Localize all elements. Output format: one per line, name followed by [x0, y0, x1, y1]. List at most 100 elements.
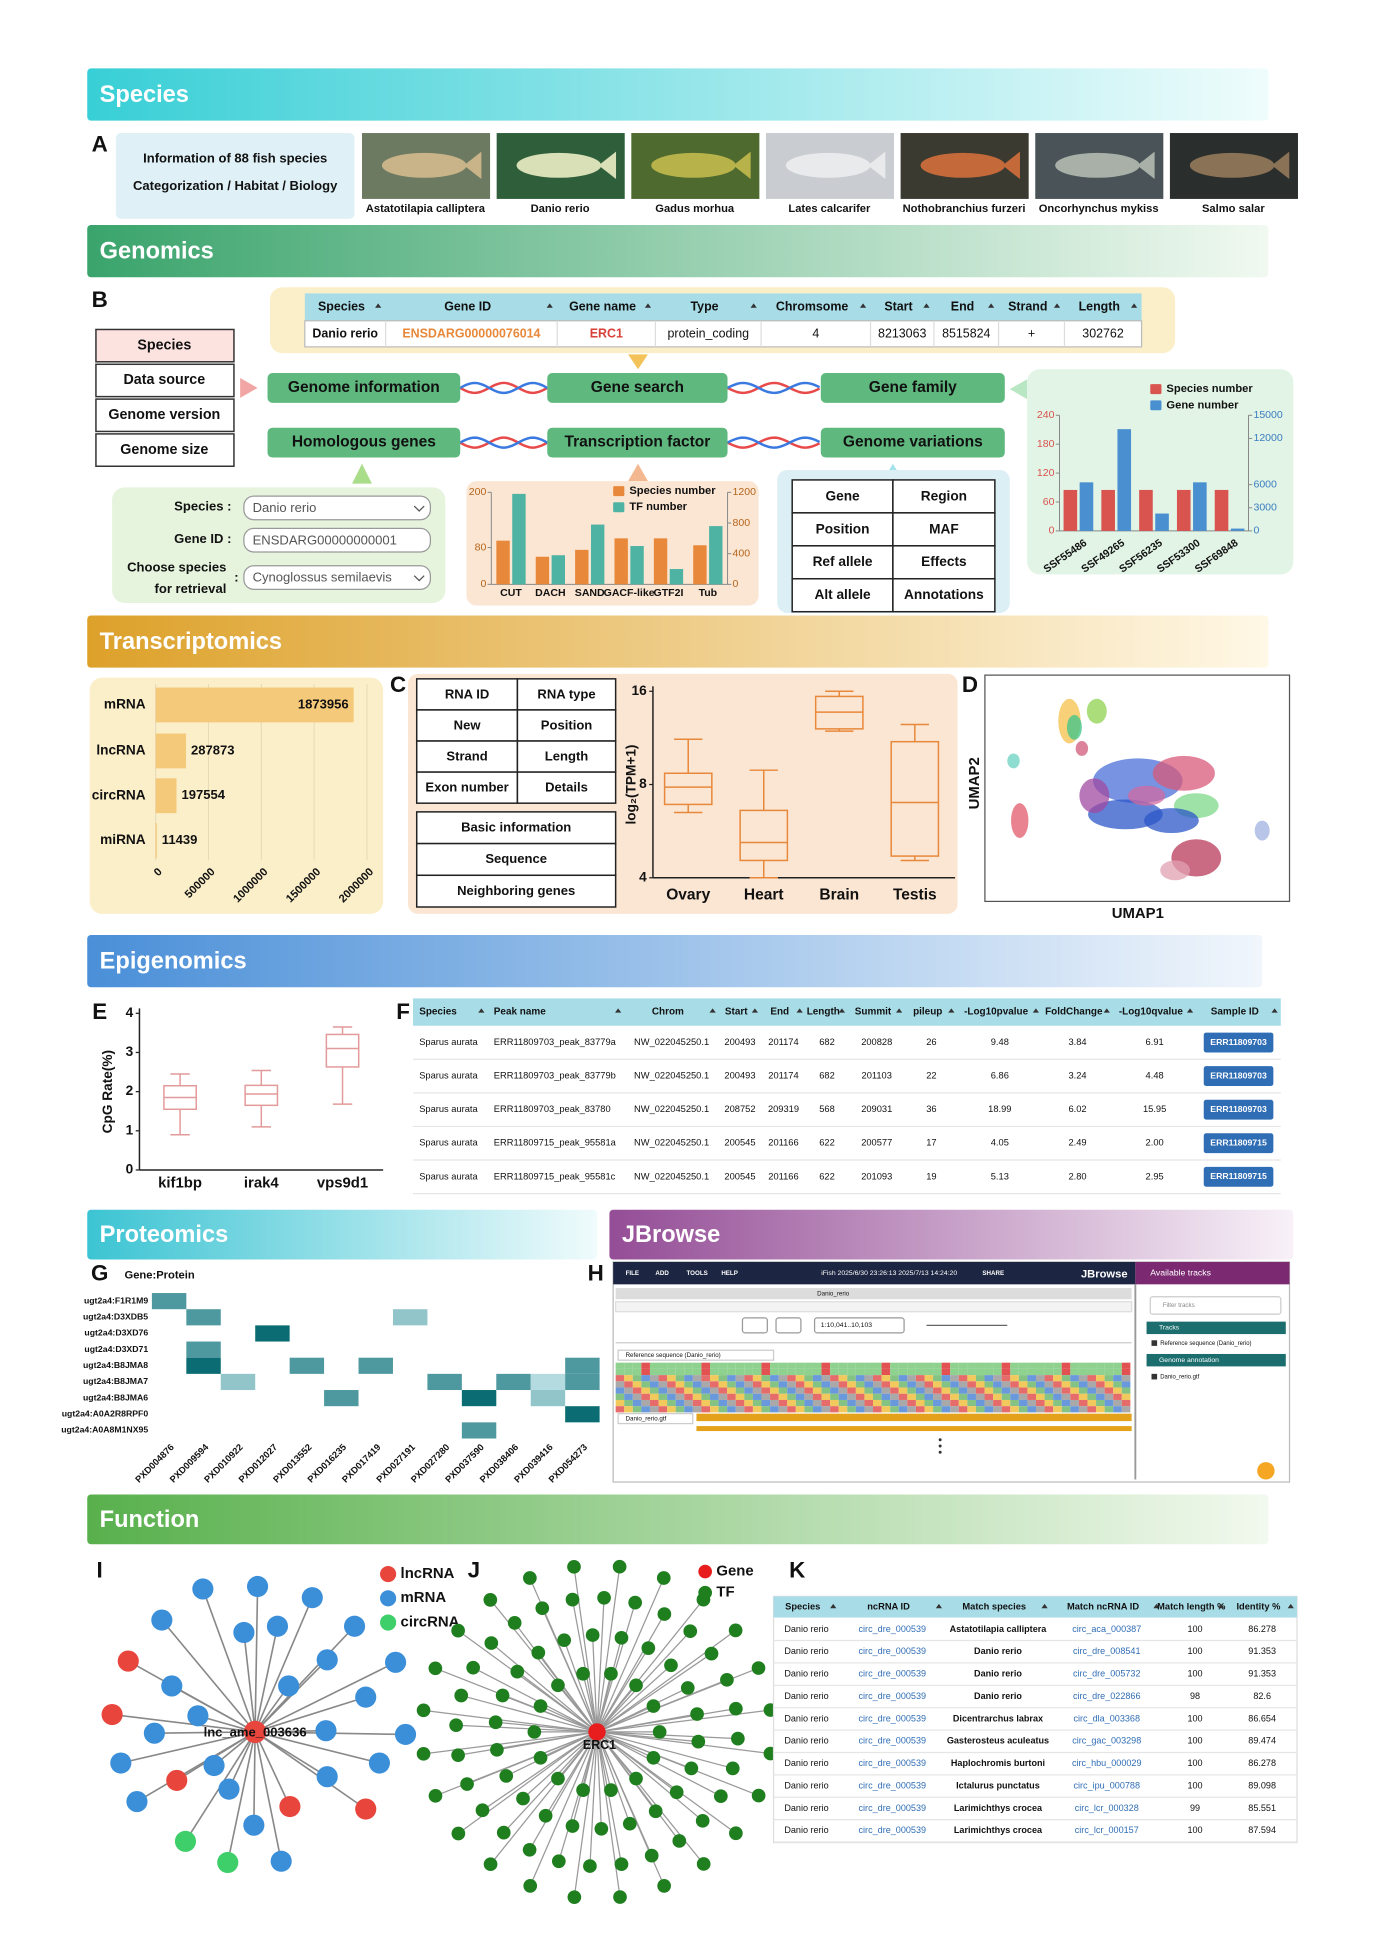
- sequence-cell: [675, 1399, 685, 1407]
- node: [657, 1879, 671, 1893]
- table-cell: 201103: [862, 1071, 892, 1081]
- edge: [254, 1661, 396, 1733]
- sequence-cell: [1018, 1368, 1028, 1376]
- sequence-cell: [855, 1362, 865, 1369]
- sort-icon: [1041, 1603, 1048, 1609]
- node: [523, 1571, 537, 1585]
- section-banner: [87, 1209, 597, 1260]
- fish-caption: Salmo salar: [1202, 203, 1265, 215]
- bar: [614, 538, 628, 585]
- table-cell: 99: [1190, 1803, 1200, 1813]
- heatmap-cell: [220, 1373, 256, 1391]
- sequence-cell: [1070, 1375, 1079, 1382]
- sequence-cell: [615, 1393, 625, 1400]
- node: [594, 1821, 609, 1836]
- sort-icon: [935, 1603, 943, 1609]
- edge: [457, 1630, 598, 1733]
- sample-button[interactable]: [1203, 1133, 1274, 1154]
- node: [490, 1742, 504, 1757]
- sequence-cell: [993, 1368, 1002, 1376]
- sequence-cell: [864, 1375, 874, 1382]
- sequence-cell: [933, 1387, 942, 1394]
- sequence-cell: [1044, 1375, 1054, 1382]
- sequence-cell: [1070, 1381, 1079, 1388]
- sequence-cell: [727, 1406, 736, 1413]
- table-cell: Sparus aurata: [419, 1171, 478, 1181]
- edge: [490, 1642, 598, 1733]
- info-text: Information of 88 fish species: [143, 151, 327, 166]
- sample-button[interactable]: [1203, 1099, 1274, 1120]
- sequence-cell: [864, 1362, 874, 1369]
- sequence-cell: [701, 1375, 711, 1382]
- bar: [693, 545, 707, 585]
- track-label-text: Danio_rerio.gtf: [626, 1415, 667, 1422]
- node: [217, 1851, 239, 1874]
- sequence-cell: [727, 1387, 736, 1394]
- sequence-cell: [1121, 1387, 1131, 1394]
- sequence-cell: [727, 1393, 736, 1400]
- sequence-cell: [873, 1368, 882, 1376]
- sequence-cell: [873, 1381, 882, 1388]
- nav-button[interactable]: [775, 1317, 802, 1334]
- sequence-cell: [1078, 1375, 1088, 1382]
- locus-input[interactable]: [813, 1317, 905, 1334]
- node: [278, 1675, 300, 1697]
- sequence-cell: [873, 1406, 882, 1413]
- sequence-cell: [718, 1406, 728, 1413]
- sequence-cell: [915, 1375, 925, 1382]
- legend-swatch: [1150, 384, 1162, 395]
- bar: [575, 549, 589, 585]
- sequence-cell: [735, 1406, 745, 1413]
- sequence-cell: [941, 1362, 951, 1369]
- sequence-cell: [692, 1362, 702, 1369]
- field-label: Details: [545, 780, 588, 795]
- sequence-cell: [1036, 1393, 1045, 1400]
- panel-label: C: [390, 672, 406, 697]
- table-header-cell: Length: [1079, 299, 1120, 313]
- category-label: Tracks: [1159, 1325, 1180, 1332]
- node: [751, 1661, 766, 1675]
- field-label: Data source: [123, 372, 205, 388]
- sequence-cell: [993, 1381, 1002, 1388]
- sequence-cell: [624, 1399, 633, 1407]
- filter-input[interactable]: [1149, 1296, 1282, 1315]
- table-cell: 86.654: [1248, 1713, 1276, 1723]
- sequence-cell: [881, 1387, 891, 1394]
- sequence-cell: [718, 1368, 728, 1376]
- sample-button[interactable]: [1203, 1166, 1274, 1187]
- sequence-cell: [830, 1375, 839, 1382]
- table-cell: +: [1028, 327, 1035, 341]
- form-input-text: ENSDARG00000000001: [253, 532, 397, 547]
- nav-button[interactable]: [741, 1317, 768, 1334]
- table-header-cell: pileup: [913, 1007, 942, 1018]
- sequence-cell: [632, 1368, 642, 1376]
- table-cell: Danio rerio: [784, 1780, 828, 1790]
- action-button[interactable]: [1257, 1462, 1275, 1480]
- menu-item: FILE: [626, 1270, 639, 1277]
- sequence-cell: [838, 1406, 848, 1413]
- sequence-cell: [692, 1393, 702, 1400]
- edge: [254, 1597, 314, 1733]
- cell-cluster: [1066, 714, 1082, 740]
- sample-button[interactable]: [1203, 1032, 1274, 1053]
- sequence-cell: [950, 1368, 959, 1376]
- node: [565, 1819, 580, 1833]
- sequence-cell: [675, 1362, 685, 1369]
- pointer: [240, 377, 258, 398]
- edge: [596, 1731, 704, 1822]
- sequence-cell: [1027, 1399, 1037, 1407]
- node: [166, 1769, 188, 1791]
- sort-icon: [1053, 303, 1061, 308]
- sequence-cell: [821, 1387, 831, 1394]
- sequence-cell: [795, 1387, 805, 1394]
- sequence-cell: [855, 1375, 865, 1382]
- fish-tail: [1271, 151, 1290, 180]
- sequence-cell: [787, 1368, 796, 1376]
- table-header-cell: FoldChange: [1045, 1007, 1103, 1018]
- field-cell: [415, 740, 519, 773]
- node: [648, 1804, 663, 1819]
- sample-button[interactable]: [1203, 1066, 1274, 1087]
- sequence-cell: [915, 1368, 925, 1376]
- bar: [1063, 489, 1078, 531]
- edge: [253, 1731, 256, 1826]
